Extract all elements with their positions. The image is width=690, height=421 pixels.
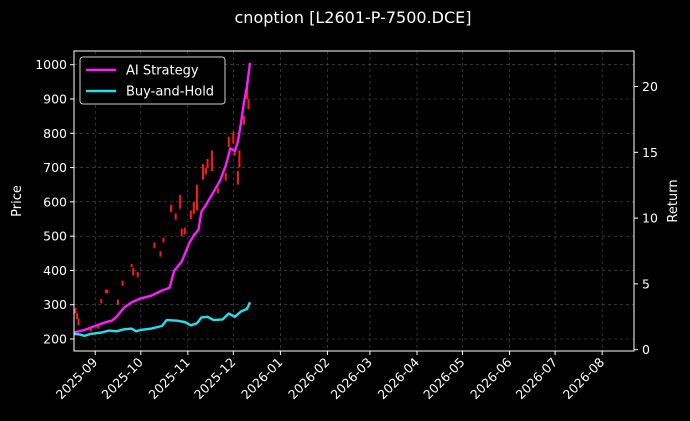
candlestick <box>236 171 239 185</box>
candlestick <box>227 136 230 147</box>
candlestick <box>153 242 156 249</box>
candlestick <box>106 289 109 294</box>
y-right-tick-label: 0 <box>642 342 650 357</box>
candlestick <box>100 299 103 304</box>
candlestick <box>89 328 92 332</box>
candlestick <box>183 227 186 235</box>
chart-title: cnoption [L2601-P-7500.DCE] <box>235 8 472 27</box>
y-right-tick-label: 10 <box>642 211 658 226</box>
y-left-tick-label: 200 <box>43 332 67 347</box>
candlestick <box>205 167 208 175</box>
y-left-tick-label: 400 <box>43 263 67 278</box>
candlestick <box>170 204 173 213</box>
candlestick <box>211 150 214 171</box>
candlestick <box>180 228 183 237</box>
legend: AI Strategy Buy-and-Hold <box>79 56 226 105</box>
y-left-tick-label: 600 <box>43 194 67 209</box>
y-right-tick-label: 5 <box>642 276 650 291</box>
y-right-tick-label: 15 <box>642 145 658 160</box>
candlestick <box>233 152 236 156</box>
candlestick <box>232 131 235 144</box>
candlestick <box>174 213 177 220</box>
candlestick <box>74 308 77 314</box>
candlestick <box>97 324 100 329</box>
y-axis-left-label: Price <box>10 185 25 217</box>
y-right-tick-label: 20 <box>642 79 658 94</box>
candlestick <box>206 159 209 168</box>
candlestick <box>132 268 135 276</box>
y-left-tick-label: 800 <box>43 126 67 141</box>
candlestick <box>136 272 139 278</box>
y-left-tick-label: 500 <box>43 229 67 244</box>
candlestick <box>117 299 120 305</box>
y-left-tick-label: 900 <box>43 92 67 107</box>
candlestick <box>179 195 182 209</box>
candlestick <box>77 318 80 326</box>
candlestick <box>104 289 107 294</box>
candlestick <box>238 150 241 168</box>
y-left-tick-label: 300 <box>43 297 67 312</box>
candlestick <box>195 184 198 211</box>
legend-label: Buy-and-Hold <box>126 85 214 100</box>
candlestick <box>242 116 245 125</box>
plot-frame <box>73 50 635 352</box>
series-line-ai-strategy <box>73 62 252 334</box>
candlestick <box>189 210 192 219</box>
candlestick <box>217 188 220 194</box>
candlestick <box>201 164 204 180</box>
legend-label: AI Strategy <box>126 64 199 79</box>
candlestick <box>224 172 227 181</box>
candlestick <box>159 251 162 257</box>
candlestick <box>121 280 124 286</box>
candlestick <box>247 99 250 110</box>
candlestick <box>192 201 195 214</box>
y-axis-right-label: Return <box>666 179 681 222</box>
series-line-buy-and-hold <box>73 301 252 338</box>
y-left-tick-label: 700 <box>43 160 67 175</box>
legend-box <box>79 56 226 105</box>
candlestick <box>130 263 133 267</box>
y-left-tick-label: 1000 <box>35 57 67 72</box>
candlestick <box>76 313 79 320</box>
return-series <box>73 62 252 338</box>
candlestick <box>162 237 165 243</box>
